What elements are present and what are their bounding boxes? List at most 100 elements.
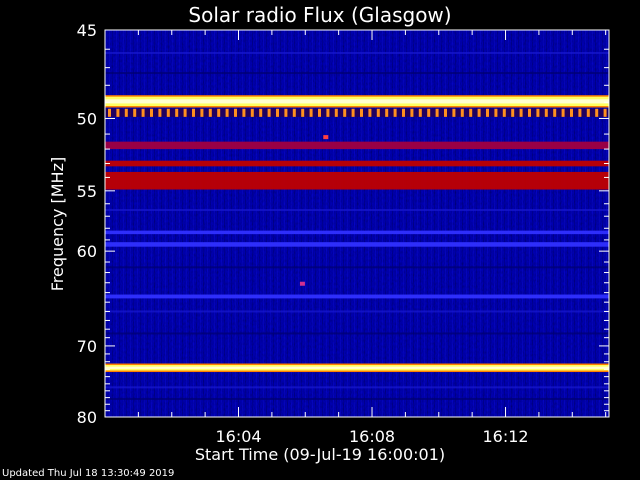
band-pulse (444, 108, 447, 117)
band-fill (105, 294, 609, 299)
frequency-band (105, 363, 609, 373)
frequency-band (105, 242, 609, 247)
band-pulse (259, 108, 263, 117)
band-pulse (301, 108, 305, 117)
x-tick-label: 16:12 (482, 427, 528, 446)
y-tick-label: 45 (77, 21, 97, 40)
faint-band (105, 51, 609, 54)
band-pulse (561, 108, 565, 117)
band-pulse (368, 108, 372, 117)
band-pulse (334, 108, 338, 117)
band-pulse (124, 108, 128, 117)
band-pulse (141, 108, 145, 117)
faint-band (105, 266, 609, 269)
frequency-band (105, 141, 609, 150)
band-fill (105, 171, 609, 190)
band-pulse (267, 108, 271, 117)
frequency-band (105, 171, 609, 190)
y-tick-label: 70 (77, 337, 97, 356)
faint-band (105, 397, 609, 400)
y-tick-label: 60 (77, 242, 97, 261)
band-pulse (528, 108, 531, 117)
band-fill (105, 242, 609, 247)
plot-frame (104, 29, 610, 418)
band-pulse (427, 108, 431, 117)
band-pulse (175, 108, 179, 117)
band-pulse (544, 108, 548, 117)
faint-band (105, 332, 609, 335)
y-tick-label: 80 (77, 408, 97, 427)
x-tick-label: 16:08 (349, 427, 395, 446)
band-pulse (452, 108, 456, 117)
faint-band (105, 72, 609, 75)
band-pulse (116, 108, 120, 117)
updated-timestamp: Updated Thu Jul 18 13:30:49 2019 (2, 468, 175, 479)
frequency-band (105, 95, 609, 108)
band-core (105, 99, 609, 104)
band-fill (105, 230, 609, 235)
band-pulse (553, 108, 557, 117)
band-pulse (351, 108, 355, 117)
band-pulse (502, 108, 506, 117)
band-pulse (435, 108, 439, 117)
faint-band (105, 209, 609, 212)
band-pulse (418, 108, 422, 117)
band-pulse (250, 108, 254, 117)
band-core (105, 366, 609, 369)
chart-title: Solar radio Flux (Glasgow) (188, 3, 452, 27)
band-pulse (108, 108, 111, 117)
band-pulse (242, 108, 246, 117)
band-pulse (410, 108, 414, 117)
band-pulse (570, 108, 573, 117)
band-base (105, 108, 609, 117)
band-pulse (166, 108, 170, 117)
band-pulse (376, 108, 380, 117)
band-pulse (393, 108, 397, 117)
band-pulse (494, 108, 498, 117)
frequency-band (105, 294, 609, 299)
band-pulse (402, 108, 405, 117)
x-axis-title: Start Time (09-Jul-19 16:00:01) (194, 445, 446, 464)
band-pulse (217, 108, 221, 117)
band-pulse (150, 108, 153, 117)
band-pulse (385, 108, 389, 117)
spectrogram-noise (105, 30, 609, 417)
band-pulse (460, 108, 464, 117)
band-pulse (519, 108, 523, 117)
band-pulse (326, 108, 330, 117)
band-pulse (536, 108, 540, 117)
band-pulse (309, 108, 313, 117)
band-pulse (183, 108, 187, 117)
emission-spot (299, 281, 305, 286)
emission-spot (323, 135, 329, 140)
band-pulse (133, 108, 137, 117)
band-pulse (343, 108, 347, 117)
band-pulse (578, 108, 582, 117)
frequency-band (105, 108, 609, 117)
frequency-band (105, 160, 609, 167)
band-pulse (586, 108, 590, 117)
y-tick-label: 55 (77, 182, 97, 201)
band-pulse (292, 108, 296, 117)
y-tick-label: 50 (77, 109, 97, 128)
y-axis-title: Frequency [MHz] (48, 156, 67, 292)
band-pulse (284, 108, 288, 117)
band-pulse (234, 108, 237, 117)
band-pulse (603, 108, 607, 117)
band-pulse (477, 108, 481, 117)
band-fill (105, 160, 609, 167)
band-pulse (318, 108, 321, 117)
band-pulse (208, 108, 212, 117)
band-pulse (511, 108, 515, 117)
band-pulse (158, 108, 162, 117)
band-pulse (276, 108, 279, 117)
band-pulse (360, 108, 363, 117)
band-fill (105, 141, 609, 150)
band-pulse (469, 108, 473, 117)
band-pulse (486, 108, 489, 117)
band-pulse (225, 108, 229, 117)
x-tick-label: 16:04 (215, 427, 261, 446)
band-pulse (595, 108, 599, 117)
